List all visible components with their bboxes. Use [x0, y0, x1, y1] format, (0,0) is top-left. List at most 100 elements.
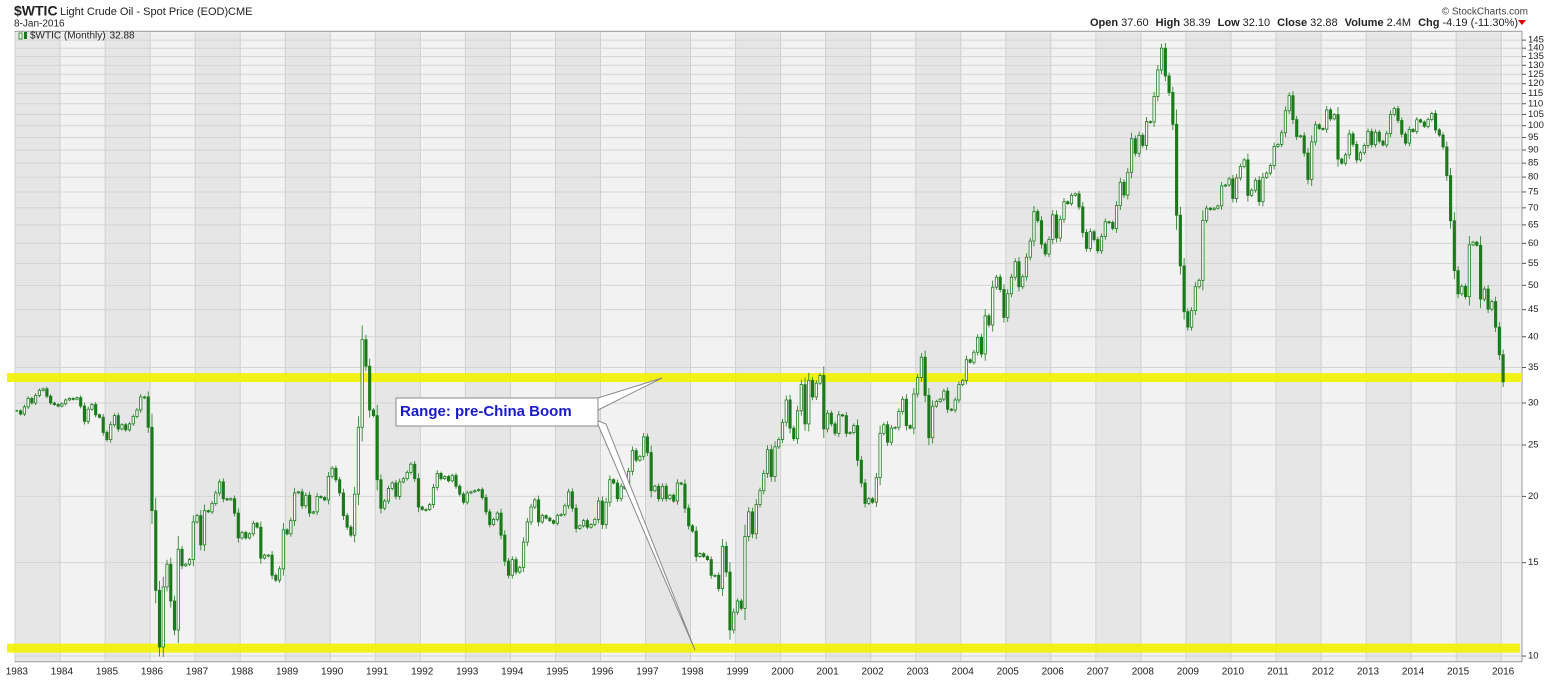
candle	[537, 499, 541, 523]
candle	[1017, 261, 1021, 288]
y-tick-label: 35	[1528, 362, 1539, 373]
x-tick-label: 2006	[1042, 667, 1065, 678]
candle	[735, 600, 740, 613]
x-tick-label: 1990	[321, 667, 344, 678]
candle	[1088, 231, 1092, 249]
candle	[1362, 144, 1366, 154]
year-shade	[15, 32, 61, 661]
candle	[431, 486, 436, 505]
candle	[1261, 176, 1265, 203]
quote-value: 2.4M	[1387, 17, 1411, 29]
year-shade	[645, 32, 691, 661]
candle	[1475, 241, 1479, 246]
date: 8-Jan-2016	[14, 19, 65, 30]
candle	[1058, 218, 1062, 239]
candle	[574, 507, 578, 529]
candle	[1340, 158, 1344, 164]
candle	[300, 491, 304, 507]
candle	[240, 532, 244, 539]
candle	[75, 397, 79, 400]
quote-label: High	[1156, 17, 1181, 29]
candle	[1182, 265, 1186, 313]
y-tick-label: 25	[1528, 440, 1539, 451]
candle	[1141, 134, 1145, 146]
candle	[1479, 244, 1483, 300]
candle	[1257, 179, 1261, 203]
candle	[94, 404, 98, 416]
candle	[713, 574, 717, 577]
y-tick-label: 85	[1528, 158, 1539, 169]
candle	[1036, 211, 1040, 222]
candle	[979, 336, 983, 355]
candle	[345, 515, 349, 528]
x-tick-label: 2011	[1267, 667, 1289, 678]
candle	[1287, 95, 1291, 112]
candle	[180, 548, 184, 567]
y-tick-label: 105	[1528, 109, 1544, 120]
candle	[386, 488, 391, 502]
candle	[311, 511, 315, 514]
y-tick-label: 20	[1528, 491, 1539, 502]
candle	[638, 455, 642, 461]
candle	[927, 395, 931, 439]
candle	[1403, 133, 1408, 144]
candle	[1302, 135, 1306, 154]
candle	[1077, 193, 1081, 208]
candle	[867, 498, 871, 504]
candle	[1013, 261, 1017, 278]
candle	[769, 449, 773, 477]
candle	[435, 472, 439, 488]
candle	[578, 525, 582, 529]
x-tick-label: 2015	[1447, 667, 1470, 678]
candle	[810, 379, 815, 398]
candle	[983, 315, 987, 355]
year-shade	[1366, 32, 1412, 661]
candle	[184, 563, 188, 567]
candle	[668, 494, 672, 500]
candle	[1156, 69, 1160, 97]
candle	[1092, 231, 1096, 240]
y-tick-label: 125	[1528, 69, 1544, 80]
candle	[461, 493, 466, 503]
candle	[957, 384, 961, 401]
candle	[146, 396, 150, 428]
y-tick-label: 30	[1528, 398, 1539, 409]
candle	[488, 511, 492, 525]
candle	[139, 396, 143, 411]
candle	[679, 482, 683, 485]
candle	[1238, 165, 1242, 179]
candle	[1332, 114, 1336, 120]
candle	[687, 507, 691, 527]
candle	[1422, 121, 1426, 127]
candle	[1385, 133, 1389, 146]
candle	[1310, 141, 1314, 180]
candle	[1201, 219, 1205, 281]
candle	[758, 490, 762, 505]
y-tick-label: 70	[1528, 202, 1539, 213]
candle	[1482, 288, 1486, 300]
candle	[807, 379, 811, 425]
candle	[1062, 201, 1066, 220]
candle	[1434, 113, 1438, 131]
candle	[308, 494, 312, 514]
candle	[1291, 95, 1295, 120]
candle	[1066, 201, 1070, 205]
quote-value: 38.39	[1183, 17, 1211, 29]
quote-label: Open	[1090, 17, 1118, 29]
candle	[1006, 293, 1010, 318]
candle	[1122, 181, 1126, 196]
candle	[717, 574, 721, 590]
year-shade	[1185, 32, 1232, 661]
candle	[818, 375, 822, 384]
candle	[458, 485, 462, 495]
candle	[762, 472, 766, 492]
y-tick-label: 120	[1528, 78, 1544, 89]
chart-title: Light Crude Oil - Spot Price (EOD)	[60, 6, 228, 18]
candle	[829, 412, 833, 425]
candle	[1411, 129, 1415, 132]
candle	[26, 398, 30, 408]
candle	[1497, 326, 1501, 356]
x-tick-label: 1986	[141, 667, 164, 678]
candle	[739, 600, 743, 609]
